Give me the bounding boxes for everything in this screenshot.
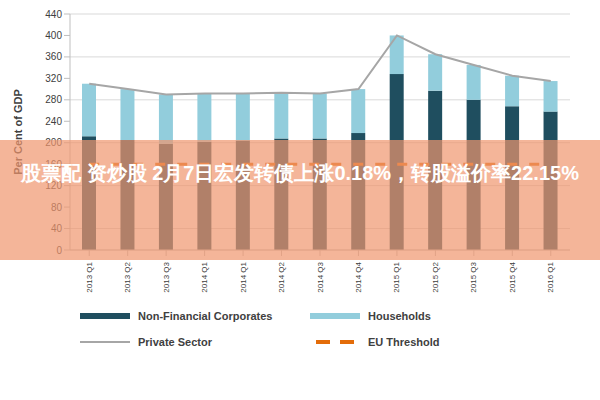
- svg-text:320: 320: [45, 73, 62, 84]
- html-text:Households: Households: [368, 310, 431, 322]
- svg-text:2015 Q2: 2015 Q2: [431, 261, 440, 292]
- svg-text:2015 Q3: 2015 Q3: [469, 261, 478, 292]
- html-text:股票配 资炒股 2月7日宏发转债上涨0.18%，转股溢价率2: 股票配 资炒股 2月7日宏发转债上涨0.18%，转股溢价率22.15%: [21, 162, 579, 184]
- svg-text:400: 400: [45, 30, 62, 41]
- svg-text:2014 Q2: 2014 Q2: [277, 261, 286, 292]
- svg-text:280: 280: [45, 94, 62, 105]
- svg-text:360: 360: [45, 51, 62, 62]
- html-text:Private Sector: Private Sector: [138, 336, 212, 348]
- html-text:Non-Financial Corporates: Non-Financial Corporates: [138, 310, 273, 322]
- html-text:EU Threshold: EU Threshold: [368, 336, 440, 348]
- svg-text:2014 Q1: 2014 Q1: [239, 261, 248, 292]
- svg-text:440: 440: [45, 9, 62, 20]
- svg-text:2015 Q4: 2015 Q4: [508, 261, 517, 292]
- svg-text:2013 Q1: 2013 Q1: [85, 261, 94, 292]
- svg-text:2014 Q3: 2014 Q3: [316, 261, 325, 292]
- svg-text:Per Cent of GDP: Per Cent of GDP: [11, 89, 24, 175]
- svg-text:2016 Q1: 2016 Q1: [546, 261, 555, 292]
- svg-text:2013 Q3: 2013 Q3: [162, 261, 171, 292]
- svg-text:2014 Q4: 2014 Q4: [354, 261, 363, 292]
- svg-text:2015 Q1: 2015 Q1: [392, 261, 401, 292]
- svg-text:2014 Q1: 2014 Q1: [200, 261, 209, 292]
- svg-text:240: 240: [45, 116, 62, 127]
- svg-text:2013 Q2: 2013 Q2: [123, 261, 132, 292]
